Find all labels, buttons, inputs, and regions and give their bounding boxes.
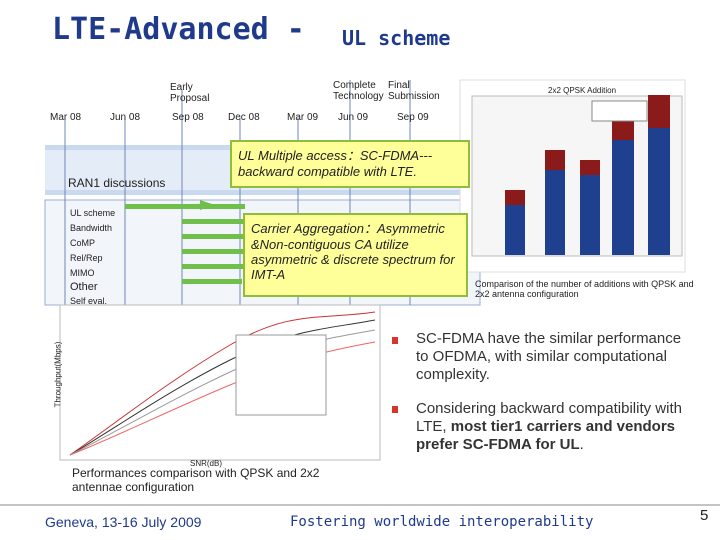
- bar-caption: Comparison of the number of additions wi…: [475, 279, 694, 299]
- bullet: Considering backward compatibility with …: [416, 400, 686, 454]
- bullet-marker: [392, 406, 398, 413]
- bullet-text: Considering backward compatibility with …: [416, 400, 682, 435]
- footer-left: Geneva, 13-16 July 2009: [45, 514, 202, 530]
- bullet-emphasis: most tier1 carriers and vendors prefer S…: [416, 418, 675, 453]
- month-label: Jun 09: [338, 112, 369, 123]
- topic-bars: [125, 204, 262, 284]
- footer-center: Fostering worldwide interoperability: [290, 514, 594, 530]
- topic-label: CoMP: [70, 238, 96, 248]
- month-label: Sep 08: [172, 112, 204, 123]
- topic-label: UL scheme: [70, 208, 116, 218]
- line-ylabel: Throughput(Mbps): [53, 341, 63, 408]
- month-label: Sep 09: [397, 112, 429, 123]
- topic-label: Self eval.: [70, 296, 108, 306]
- topic-label: Rel/Rep: [70, 253, 103, 263]
- milestone: Complete Technology: [333, 80, 384, 102]
- month-label: Dec 08: [228, 112, 260, 123]
- page-number: 5: [700, 507, 709, 524]
- bullet-marker: [392, 337, 398, 344]
- line-figure: [59, 304, 381, 461]
- milestone: Early Proposal: [170, 82, 210, 104]
- line-caption: Performances comparison with QPSK and 2x…: [72, 466, 320, 494]
- arrow: [200, 200, 215, 210]
- phase-label: RAN1 discussions: [68, 176, 166, 190]
- title: LTE-Advanced -: [52, 12, 305, 47]
- topic-label: Bandwidth: [70, 223, 113, 233]
- bar-illustration: [505, 95, 670, 255]
- subtitle: UL scheme: [342, 26, 451, 50]
- line-illustration: [69, 311, 376, 456]
- month-label: Mar 08: [50, 112, 82, 123]
- topic-label: MIMO: [70, 268, 95, 278]
- milestone: Final Submission: [388, 80, 440, 102]
- month-label: Jun 08: [110, 112, 141, 123]
- callout: Carrier Aggregation：Asymmetric &Non-cont…: [243, 213, 468, 297]
- topic-label: Other: [70, 281, 98, 293]
- bullet: SC-FDMA have the similar performance to …: [416, 330, 682, 383]
- month-label: Mar 09: [287, 112, 319, 123]
- bar-title: 2x2 QPSK Addition: [548, 86, 617, 95]
- line-xlabel: SNR(dB): [190, 459, 223, 468]
- bullet-text: .: [579, 436, 584, 453]
- callout: UL Multiple access：SC-FDMA---backward co…: [230, 140, 470, 188]
